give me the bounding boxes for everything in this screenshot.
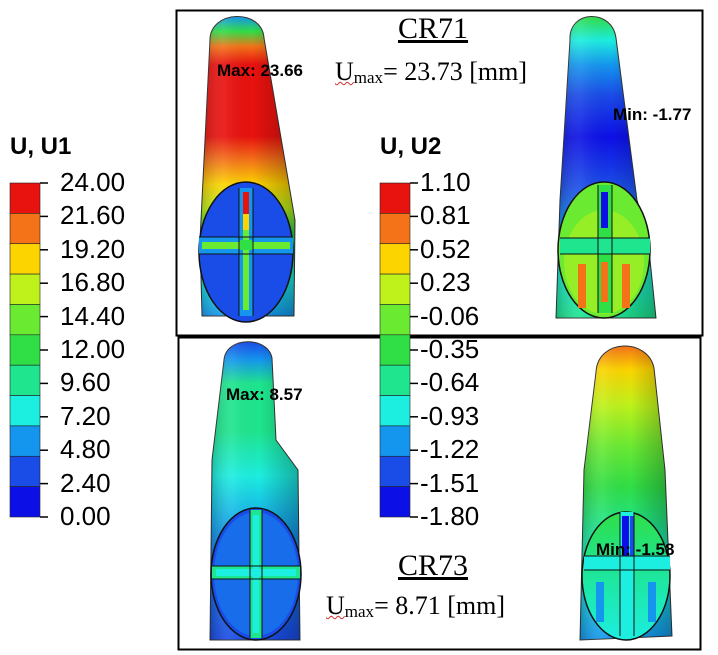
- u1-legend-label: 21.60: [60, 200, 126, 231]
- cr71-max-annotation: Max: 23.66: [217, 61, 303, 80]
- cr73-title: CR73: [398, 549, 469, 582]
- u1-legend-label: 16.80: [60, 267, 126, 298]
- u1-legend-label: 12.00: [60, 334, 126, 364]
- u1-legend-title: U, U1: [10, 133, 72, 160]
- u2-legend-label: -0.06: [420, 300, 480, 331]
- u2-legend-label: 0.23: [420, 267, 471, 298]
- u2-legend-label: -1.51: [420, 467, 480, 498]
- u1-legend-label: 0.00: [60, 501, 111, 531]
- u2-color-band: [379, 364, 411, 396]
- u2-legend-label: -0.93: [420, 400, 480, 431]
- u1-color-band: [9, 213, 41, 245]
- u2-legend-title: U, U2: [380, 133, 442, 160]
- u1-color-band: [9, 273, 41, 305]
- u2-legend-label: 0.52: [420, 233, 471, 264]
- u1-legend-label: 2.40: [60, 467, 111, 498]
- u1-color-band: [9, 304, 41, 336]
- cr71-frame: [175, 9, 704, 337]
- cr73-frame: [177, 336, 702, 651]
- cr73-min-annotation: Min: -1.58: [596, 540, 675, 559]
- cr71-umax: Umax= 23.73 [mm]: [335, 57, 527, 87]
- cr73-u1-column: [209, 341, 302, 641]
- u1-color-band: [9, 455, 41, 487]
- u2-legend-label: 1.10: [420, 167, 471, 197]
- u1-color-band: [9, 486, 41, 518]
- u2-legend-label: -0.64: [420, 367, 480, 398]
- cr73-umax-value: = 8.71 [mm]: [374, 591, 505, 620]
- u2-legend-label: -1.22: [420, 434, 480, 465]
- u1-color-band: [9, 425, 41, 457]
- u1-legend-label: 24.00: [60, 167, 126, 197]
- u1-color-bar: [9, 182, 48, 518]
- u2-color-band: [379, 486, 411, 518]
- u2-color-band: [379, 243, 411, 275]
- u1-color-band: [9, 395, 41, 427]
- u2-legend-label: 0.81: [420, 200, 471, 231]
- u1-color-band: [9, 243, 41, 275]
- cr71-min-annotation: Min: -1.77: [613, 105, 692, 124]
- u2-legend-label: -0.35: [420, 334, 480, 364]
- u2-color-band: [379, 304, 411, 336]
- u1-legend-label: 9.60: [60, 367, 111, 398]
- cr71-umax-symbol: Umax: [335, 57, 384, 87]
- cr73-umax-symbol: Umax: [326, 591, 375, 621]
- u1-color-band: [9, 334, 41, 366]
- u1-color-band: [9, 364, 41, 396]
- cr71-u1-column: [198, 16, 296, 323]
- u2-color-band: [379, 213, 411, 245]
- u2-color-band: [379, 273, 411, 305]
- cr73-u2-column: [579, 345, 673, 641]
- u2-color-band: [379, 395, 411, 427]
- u1-legend-label: 4.80: [60, 434, 111, 465]
- u1-legend-label: 14.40: [60, 300, 126, 331]
- u2-color-band: [379, 455, 411, 487]
- u1-legend-label: 19.20: [60, 233, 126, 264]
- u1-legend-label: 7.20: [60, 400, 111, 431]
- cr73-umax: Umax= 8.71 [mm]: [326, 591, 505, 621]
- u2-legend-label: -1.80: [420, 501, 480, 531]
- u1-color-band: [9, 182, 41, 214]
- u2-color-bar: [379, 182, 418, 518]
- u2-color-band: [379, 425, 411, 457]
- u2-color-band: [379, 182, 411, 214]
- cr73-max-annotation: Max: 8.57: [226, 385, 303, 404]
- cr71-umax-value: = 23.73 [mm]: [383, 57, 527, 86]
- cr71-u2-column: [555, 16, 657, 319]
- cr71-title: CR71: [398, 12, 469, 45]
- u2-color-band: [379, 334, 411, 366]
